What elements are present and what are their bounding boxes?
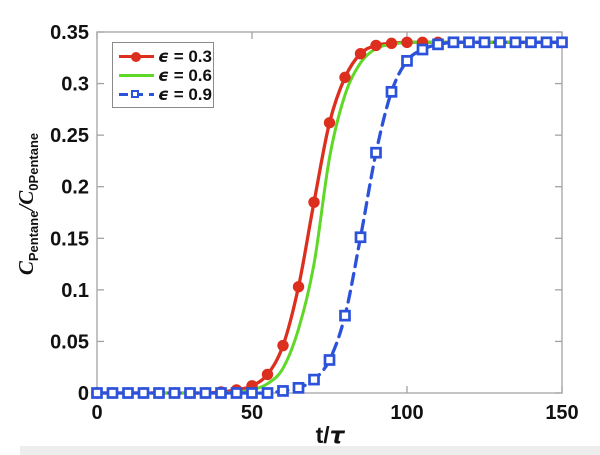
y-tick-label: 0.1 xyxy=(61,280,89,302)
y-tick-label: 0.05 xyxy=(50,331,89,353)
series-2-marker xyxy=(91,387,103,399)
series-0-marker xyxy=(370,39,382,52)
x-tick-label: 0 xyxy=(91,402,102,424)
y-tick-label: 0 xyxy=(78,383,89,405)
series-0-marker xyxy=(385,37,398,50)
series-0-marker xyxy=(261,368,274,381)
series-2-marker xyxy=(292,381,305,394)
series-2-marker xyxy=(137,387,150,399)
series-2-marker xyxy=(370,146,382,159)
series-2-marker xyxy=(184,387,196,399)
y-tick-label: 0.25 xyxy=(50,125,89,147)
y-tick-label: 0.3 xyxy=(61,74,89,96)
legend-green-line-icon xyxy=(119,69,154,82)
y-tick-label: 0.35 xyxy=(50,22,89,44)
series-2-marker xyxy=(106,387,119,399)
y-label-sub1: Pentane xyxy=(26,210,42,262)
legend-label: ϵ = 0.6 xyxy=(158,65,212,86)
y-label-base1: C xyxy=(14,261,38,276)
series-2-marker xyxy=(230,387,243,399)
series-2-marker xyxy=(246,387,258,399)
series-0-marker xyxy=(292,281,305,293)
legend-entry-eps-0.3: ϵ = 0.3 xyxy=(119,47,212,67)
y-tick-label: 0.2 xyxy=(61,177,89,199)
y-label-base2: /C xyxy=(14,190,38,211)
y-label-sub2: 0Pentane xyxy=(26,132,42,191)
series-2-marker xyxy=(385,85,398,98)
series-0-marker xyxy=(339,71,351,84)
series-0-marker xyxy=(277,339,289,352)
x-axis-label: t/τ xyxy=(230,422,430,449)
legend-blue-dashed-square-icon xyxy=(119,88,154,101)
series-0-marker xyxy=(354,47,367,60)
series-0-marker xyxy=(401,36,413,49)
series-2-marker xyxy=(153,387,165,399)
x-label-prefix: t/ xyxy=(315,422,330,448)
series-2-marker xyxy=(463,36,475,49)
series-2-marker xyxy=(199,387,212,399)
y-axis-label: CPentane/C0Pentane xyxy=(12,74,42,334)
series-2-marker xyxy=(478,36,491,49)
series-0-marker xyxy=(308,196,320,208)
series-2-marker xyxy=(556,36,568,49)
series-2-marker xyxy=(416,43,429,56)
legend: ϵ = 0.3 ϵ = 0.6 ϵ = 0.9 xyxy=(112,42,214,108)
legend-label: ϵ = 0.9 xyxy=(158,84,212,105)
series-2-marker xyxy=(122,387,134,399)
series-2-marker xyxy=(323,354,336,366)
series-2-marker xyxy=(354,231,367,244)
legend-red-line-circle-icon xyxy=(119,50,154,63)
y-tick-label: 0.15 xyxy=(50,228,89,250)
series-2-marker xyxy=(540,36,553,49)
x-tick-label: 100 xyxy=(390,402,423,424)
legend-label: ϵ = 0.3 xyxy=(158,46,212,67)
series-2-marker xyxy=(261,387,274,399)
series-0-marker xyxy=(323,117,336,129)
x-tick-label: 150 xyxy=(545,402,578,424)
series-2-marker xyxy=(494,36,506,49)
x-label-tau-symbol: τ xyxy=(329,423,345,449)
series-2-marker xyxy=(447,36,460,49)
legend-entry-eps-0.9: ϵ = 0.9 xyxy=(119,85,212,105)
background-strip xyxy=(20,446,600,455)
series-2-marker xyxy=(509,36,522,49)
series-2-marker xyxy=(525,36,537,49)
legend-entry-eps-0.6: ϵ = 0.6 xyxy=(119,66,212,86)
series-2-marker xyxy=(215,387,227,399)
series-2-marker xyxy=(168,387,181,399)
series-2-marker xyxy=(432,38,444,51)
x-tick-label: 50 xyxy=(241,402,263,424)
series-2-marker xyxy=(277,385,289,397)
series-2-marker xyxy=(401,55,413,67)
series-2-marker xyxy=(339,309,351,322)
series-2-marker xyxy=(308,373,320,386)
